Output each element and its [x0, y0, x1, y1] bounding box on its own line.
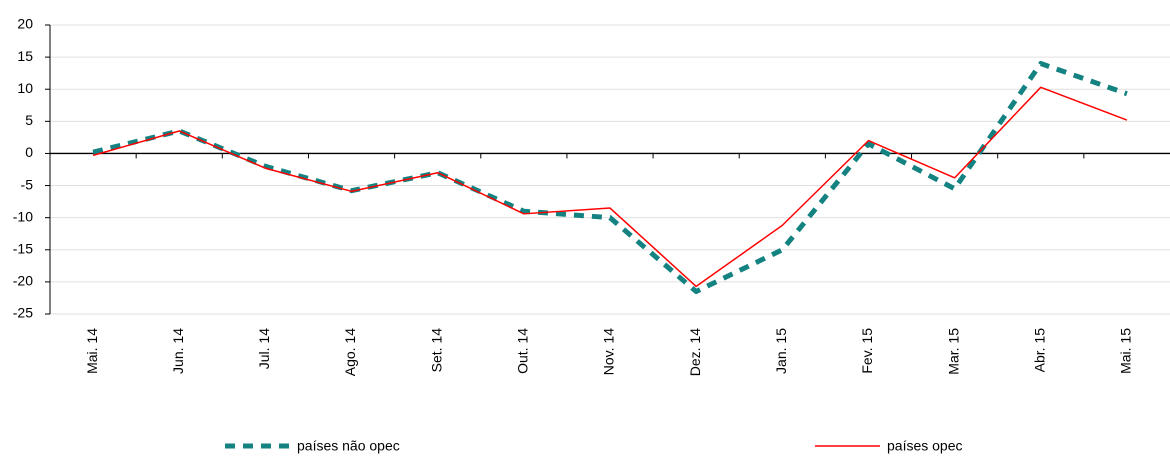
- x-tick-label: Dez. 14: [687, 328, 703, 376]
- x-tick-label: Mar. 15: [945, 328, 961, 375]
- y-tick-label: 20: [17, 16, 33, 32]
- y-tick-label: -25: [13, 305, 33, 321]
- series-line: [92, 86, 1128, 288]
- y-tick-label: 15: [17, 48, 33, 64]
- y-tick-label: 5: [25, 112, 33, 128]
- y-tick-label: -15: [13, 240, 33, 256]
- legend-label: países opec: [887, 438, 963, 454]
- series-line: [92, 61, 1128, 295]
- x-tick-label: Jul. 14: [256, 328, 272, 369]
- y-tick-label: -5: [21, 176, 34, 192]
- legend-label: países não opec: [297, 438, 400, 454]
- x-tick-label: Fev. 15: [859, 328, 875, 374]
- x-tick-label: Mai. 14: [84, 328, 100, 374]
- x-tick-label: Out. 14: [515, 328, 531, 374]
- x-tick-label: Abr. 15: [1031, 328, 1047, 373]
- y-tick-label: 10: [17, 80, 33, 96]
- x-tick-label: Jan. 15: [773, 328, 789, 374]
- x-tick-label: Ago. 14: [342, 328, 358, 376]
- x-tick-label: Mai. 15: [1118, 328, 1134, 374]
- x-tick-label: Set. 14: [428, 328, 444, 373]
- y-tick-label: -10: [13, 208, 33, 224]
- x-tick-label: Jun. 14: [170, 328, 186, 374]
- x-tick-label: Nov. 14: [601, 328, 617, 375]
- y-tick-label: -20: [13, 273, 33, 289]
- y-tick-label: 0: [25, 144, 33, 160]
